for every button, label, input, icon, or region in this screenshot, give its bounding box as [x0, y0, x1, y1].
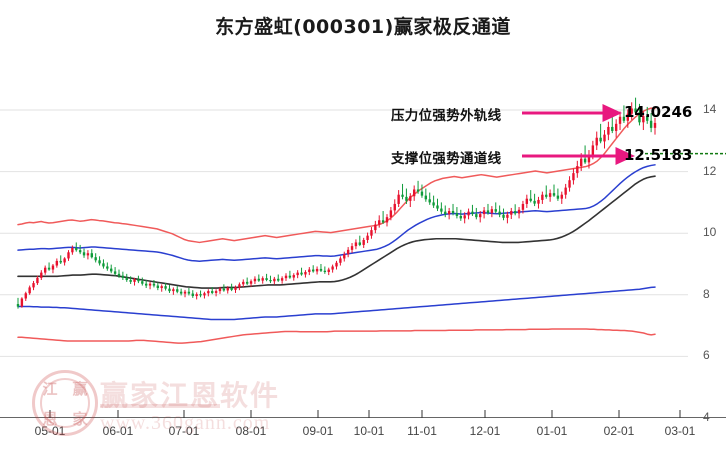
y-axis-tick-6: 6 [703, 348, 710, 363]
seal-char-0: 江 [42, 379, 58, 398]
watermark-seal-icon: 江 赢 恩 家 [32, 370, 98, 436]
x-axis-tick-06-01: 06-01 [102, 424, 134, 438]
chart-plot-area[interactable] [0, 55, 726, 418]
y-axis-tick-12: 12 [703, 163, 717, 178]
support-annotation-value: 12.5183 [624, 146, 693, 164]
x-axis-tick-10-01: 10-01 [353, 424, 385, 438]
resistance-annotation-label: 压力位强势外轨线 [391, 108, 502, 124]
candlestick-series [16, 97, 657, 309]
y-axis-tick-8: 8 [703, 286, 710, 301]
page-title: 东方盛虹(000301)赢家极反通道 [215, 16, 511, 38]
support-annotation-label: 支撑位强势通道线 [391, 151, 502, 167]
y-axis-tick-4: 4 [703, 410, 710, 424]
watermark-divider [100, 404, 220, 408]
watermark-brand: 赢家江恩软件 [100, 379, 281, 412]
chart-canvas [0, 97, 726, 418]
watermark-seal-glyphs: 江 赢 恩 家 [35, 373, 95, 433]
x-axis-tick-01-01: 01-01 [536, 424, 568, 438]
resistance-annotation-value: 14.0246 [624, 103, 693, 121]
x-axis-tick-12-01: 12-01 [469, 424, 501, 438]
seal-char-3: 家 [72, 409, 88, 428]
x-axis-tick-09-01: 09-01 [302, 424, 334, 438]
x-axis-tick-11-01: 11-01 [407, 424, 437, 438]
band-series [17, 107, 656, 344]
x-axis-tick-02-01: 02-01 [603, 424, 635, 438]
watermark-url: www.360gann.com [100, 412, 271, 434]
y-axis-tick-10: 10 [703, 225, 717, 240]
seal-char-2: 恩 [42, 409, 58, 428]
x-axis-tick-07-01: 07-01 [168, 424, 200, 438]
x-axis-tick-03-01: 03-01 [664, 424, 696, 438]
x-axis-tick-08-01: 08-01 [235, 424, 267, 438]
watermark-seal-inner-ring [40, 378, 90, 428]
seal-char-1: 赢 [72, 379, 88, 398]
y-axis-tick-14: 14 [703, 102, 717, 116]
